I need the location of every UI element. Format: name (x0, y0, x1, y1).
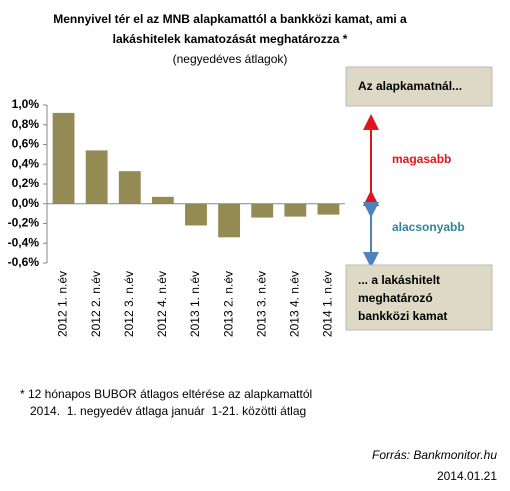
y-tick-label: 0,6% (12, 137, 40, 151)
x-tick-label: 2013 3. n.év (254, 271, 268, 337)
annotation: meghatározó (358, 291, 433, 305)
annotation-box (345, 264, 493, 331)
footnote: * 12 hónapos BUBOR átlagos eltérése az a… (20, 387, 312, 401)
y-tick-label: 0,8% (12, 117, 40, 131)
annotation: bankközi kamat (358, 309, 447, 323)
footnote: 2014. 1. negyedév átlaga január 1-21. kö… (30, 404, 306, 418)
y-tick-label: -0,4% (8, 235, 40, 249)
y-tick-label: -0,2% (8, 216, 40, 230)
x-tick-label: 2013 2. n.év (221, 271, 235, 337)
x-tick-label: 2012 1. n.év (56, 271, 70, 337)
annotation: alacsonyabb (392, 220, 465, 234)
x-tick-label: 2012 4. n.év (155, 271, 169, 337)
x-tick-label: 2013 4. n.év (288, 271, 302, 337)
bar (151, 196, 174, 204)
annotation-box (345, 66, 493, 107)
x-tick-label: 2014 1. n.év (321, 271, 335, 337)
x-tick-label: 2012 2. n.év (89, 271, 103, 337)
bar (251, 203, 274, 218)
bar (85, 150, 108, 204)
date: 2014.01.21 (437, 469, 497, 483)
x-tick-label: 2013 1. n.év (188, 271, 202, 337)
source: Forrás: Bankmonitor.hu (372, 448, 497, 462)
bar (52, 112, 75, 204)
bar (317, 203, 340, 215)
bar (118, 171, 141, 204)
title-line: lakáshitelek kamatozását meghatározza * (113, 32, 348, 46)
title-line: Mennyivel tér el az MNB alapkamattól a b… (53, 12, 407, 26)
y-tick-label: 0,0% (12, 196, 40, 210)
x-tick-label: 2012 3. n.év (122, 271, 136, 337)
subtitle: (negyedéves átlagok) (173, 52, 288, 66)
y-tick-label: -0,6% (8, 255, 40, 269)
y-tick-label: 1,0% (12, 97, 40, 111)
y-tick-label: 0,2% (12, 176, 40, 190)
annotation: magasabb (392, 152, 451, 166)
annotation: Az alapkamatnál... (358, 79, 462, 93)
bar (218, 203, 241, 238)
y-tick-label: 0,4% (12, 156, 40, 170)
annotation: ... a lakáshitelt (358, 273, 440, 287)
bar (284, 203, 307, 217)
bar (185, 203, 207, 226)
